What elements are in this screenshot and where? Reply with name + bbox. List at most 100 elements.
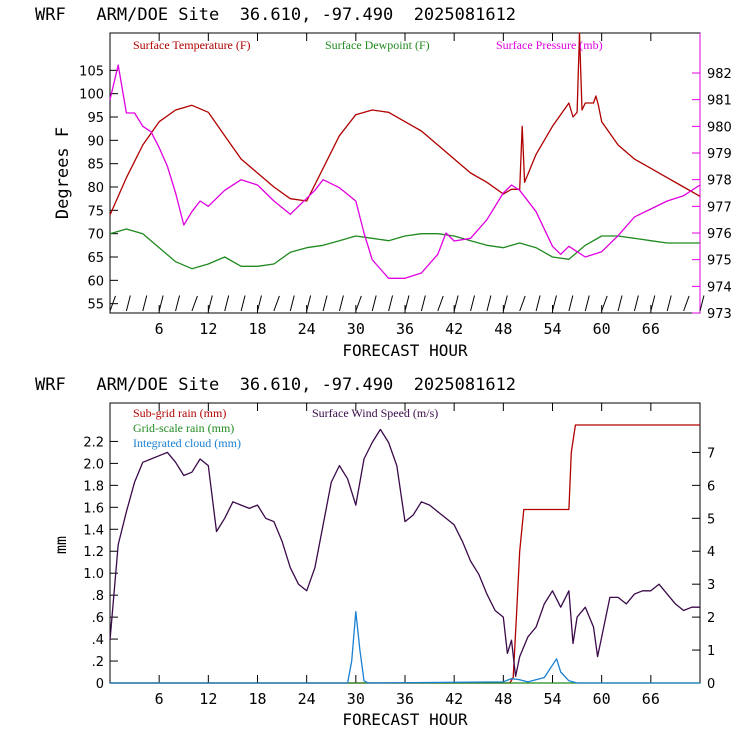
wind-barbs: [109, 295, 705, 312]
wind-barb: [683, 295, 690, 312]
y2-tick-label: 4: [707, 545, 715, 560]
x-tick-label: 6: [155, 690, 164, 708]
y2-tick-label: 3: [707, 578, 715, 593]
wind-barb: [633, 295, 639, 312]
wind-barb: [322, 295, 328, 312]
wind-barb: [371, 295, 377, 312]
bottom-series-lines: [109, 424, 700, 684]
wind-barb: [470, 295, 475, 312]
wind-barb: [650, 295, 656, 312]
wind-barb: [158, 295, 164, 312]
y-tick-label: .4: [92, 633, 104, 648]
wind-barb: [289, 295, 295, 312]
top-chart-title: WRF ARM/DOE Site 36.610, -97.490 2025081…: [35, 5, 516, 25]
legend-surface-wind-speed: Surface Wind Speed (m/s): [312, 406, 438, 420]
wind-barb: [109, 295, 116, 312]
y-tick-label: 1.2: [83, 545, 104, 560]
wind-barb: [142, 295, 148, 312]
x-tick-label: 60: [593, 320, 611, 338]
wind-barb: [666, 295, 672, 312]
y-tick-label: 1.8: [83, 479, 104, 494]
wind-barb: [519, 295, 526, 312]
y-tick-label: 100: [79, 88, 104, 103]
wind-barb: [535, 295, 541, 312]
wind-barb: [273, 295, 280, 312]
y-tick-label: 65: [87, 251, 104, 266]
y-tick-label: 0: [96, 677, 104, 692]
y-tick-label: .6: [92, 611, 104, 626]
x-tick-label: 42: [445, 320, 463, 338]
precipitation-panel: WRF ARM/DOE Site 36.610, -97.490 2025081…: [35, 375, 715, 729]
x-tick-label: 66: [642, 690, 660, 708]
series-line-surface-temperature-f: [109, 32, 701, 216]
y-tick-label: 1.6: [83, 501, 104, 516]
x-tick-label: 18: [248, 690, 266, 708]
wind-barb: [568, 295, 574, 312]
y2-tick-label: 976: [707, 227, 732, 242]
x-tick-label: 54: [543, 320, 561, 338]
y2-tick-label: 981: [707, 94, 732, 109]
y-tick-label: 90: [87, 134, 104, 149]
wind-barb: [207, 295, 213, 312]
wind-barb: [552, 295, 557, 312]
y-tick-label: 80: [87, 181, 104, 196]
y2-tick-label: 979: [707, 147, 732, 162]
y2-tick-label: 6: [707, 479, 715, 494]
x-tick-label: 66: [642, 320, 660, 338]
x-tick-label: 42: [445, 690, 463, 708]
top-y-axis-label: Degrees F: [53, 127, 73, 219]
x-tick-label: 12: [199, 320, 217, 338]
wind-barb: [388, 295, 394, 312]
bottom-chart-title: WRF ARM/DOE Site 36.610, -97.490 2025081…: [35, 375, 516, 395]
wind-barb: [601, 295, 608, 312]
wind-barb: [617, 295, 623, 312]
x-tick-label: 18: [248, 320, 266, 338]
wind-barb: [125, 295, 131, 312]
y-tick-label: 70: [87, 228, 104, 243]
wind-barb: [257, 295, 262, 312]
x-tick-label: 48: [494, 690, 512, 708]
wind-barb: [699, 295, 705, 312]
y-tick-label: 1.0: [83, 567, 104, 582]
y2-tick-label: 982: [707, 67, 732, 82]
x-tick-label: 36: [396, 690, 414, 708]
x-tick-label: 30: [347, 320, 365, 338]
x-tick-label: 24: [298, 320, 316, 338]
legend-gridscale-rain: Grid-scale rain (mm): [133, 421, 234, 435]
x-tick-label: 12: [199, 690, 217, 708]
series-line-surface-dewpoint-f: [109, 228, 700, 270]
wind-barb: [338, 295, 344, 312]
series-line-integrated-cloud-mm: [110, 610, 700, 684]
wind-barb: [453, 295, 459, 312]
y-tick-label: .8: [92, 589, 104, 604]
wind-barb: [306, 295, 312, 312]
wind-barb: [224, 295, 230, 312]
y-tick-label: .2: [92, 655, 104, 670]
y-tick-label: 55: [87, 298, 104, 313]
y2-tick-label: 980: [707, 120, 732, 135]
x-tick-label: 60: [593, 690, 611, 708]
x-tick-label: 36: [396, 320, 414, 338]
series-line-sub-grid-rain-mm: [110, 424, 700, 684]
y-tick-label: 95: [87, 111, 104, 126]
wind-barb: [175, 295, 180, 312]
top-plot-frame: [109, 32, 701, 314]
legend-surface-temperature: Surface Temperature (F): [133, 38, 251, 52]
wind-barb: [486, 295, 492, 312]
series-line-surface-wind-speed-m-s: [109, 428, 700, 678]
wind-barb: [584, 295, 590, 312]
y2-tick-label: 0: [707, 677, 715, 692]
y-tick-label: 105: [79, 64, 104, 79]
x-tick-label: 48: [494, 320, 512, 338]
temperature-panel: WRF ARM/DOE Site 36.610, -97.490 2025081…: [35, 5, 732, 360]
bottom-x-axis-label: FORECAST HOUR: [342, 710, 468, 729]
y-tick-label: 75: [87, 204, 104, 219]
y-tick-label: 2.0: [83, 457, 104, 472]
y2-tick-label: 2: [707, 611, 715, 626]
wind-barb: [420, 295, 426, 312]
y2-tick-label: 5: [707, 512, 715, 527]
bottom-y-axis-label: mm: [52, 536, 70, 554]
y-tick-label: 60: [87, 274, 104, 289]
x-tick-label: 54: [543, 690, 561, 708]
